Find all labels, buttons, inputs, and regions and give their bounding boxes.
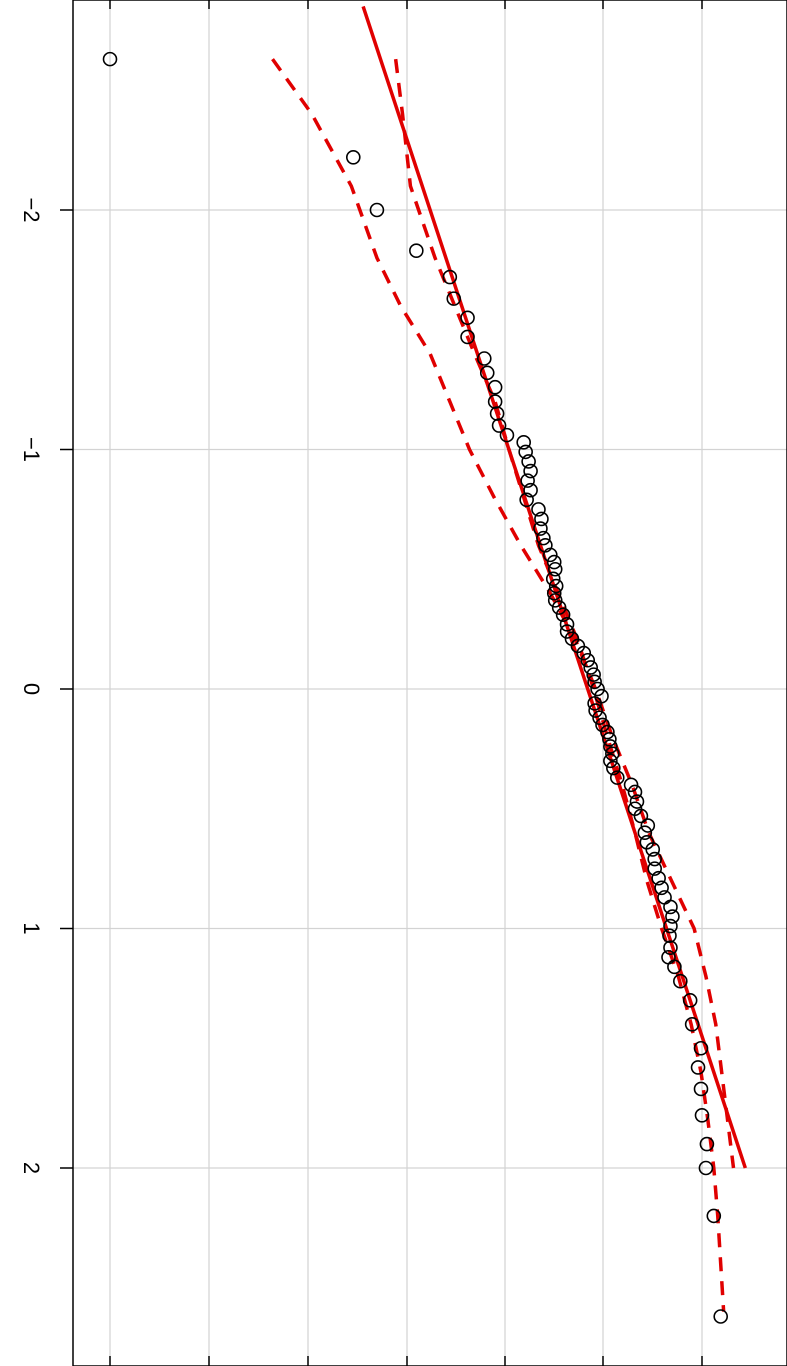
data-point bbox=[586, 667, 601, 682]
data-point bbox=[587, 696, 602, 711]
data-point bbox=[499, 427, 515, 443]
data-point bbox=[587, 674, 602, 690]
data-point bbox=[536, 530, 551, 546]
tick-label: −1 bbox=[19, 437, 44, 462]
data-point bbox=[693, 1040, 709, 1056]
data-point bbox=[576, 645, 592, 661]
data-point bbox=[531, 502, 546, 517]
data-point bbox=[548, 578, 564, 594]
data-point bbox=[588, 703, 603, 718]
data-point bbox=[516, 435, 532, 450]
data-point bbox=[654, 880, 669, 896]
data-point bbox=[623, 777, 639, 793]
data-point bbox=[547, 593, 563, 608]
data-point bbox=[698, 1160, 714, 1176]
data-point bbox=[663, 940, 678, 955]
data-point bbox=[479, 365, 495, 381]
data-point bbox=[460, 329, 475, 345]
data-point bbox=[663, 918, 678, 934]
data-point bbox=[640, 818, 656, 833]
data-point bbox=[647, 851, 663, 867]
data-point bbox=[521, 454, 536, 469]
data-point bbox=[603, 739, 618, 754]
data-point bbox=[693, 1081, 709, 1097]
data-point bbox=[545, 571, 561, 587]
data-point bbox=[555, 607, 571, 623]
tick-label: 2 bbox=[19, 1162, 44, 1174]
data-point bbox=[706, 1208, 722, 1224]
data-point bbox=[651, 870, 666, 886]
data-point bbox=[684, 1017, 700, 1032]
data-point bbox=[637, 825, 653, 841]
data-point bbox=[523, 482, 538, 498]
data-point bbox=[546, 585, 562, 601]
data-point bbox=[520, 473, 535, 488]
data-point bbox=[491, 418, 507, 433]
data-point bbox=[682, 993, 698, 1008]
data-point bbox=[713, 1309, 729, 1324]
tick-label: 0 bbox=[19, 683, 44, 695]
tick-label: −2 bbox=[19, 197, 44, 222]
grid-lines bbox=[73, 0, 787, 1366]
data-point bbox=[633, 808, 649, 824]
data-point bbox=[559, 617, 575, 632]
data-point bbox=[519, 492, 534, 508]
data-point bbox=[446, 291, 462, 306]
data-point bbox=[667, 959, 682, 975]
data-point bbox=[606, 760, 621, 776]
data-point bbox=[534, 511, 549, 527]
data-point bbox=[559, 624, 575, 639]
data-point bbox=[590, 681, 605, 697]
tick-label: 1 bbox=[19, 922, 44, 934]
data-point bbox=[600, 724, 615, 740]
axis-ticks: −2 −1 0 1 2 bbox=[19, 0, 703, 1366]
data-point bbox=[460, 310, 475, 326]
data-point bbox=[645, 842, 661, 857]
data-point bbox=[551, 600, 567, 615]
data-point bbox=[609, 770, 625, 785]
data-point bbox=[662, 928, 677, 943]
data-point bbox=[595, 717, 610, 733]
confidence-envelope bbox=[271, 58, 736, 1312]
data-points bbox=[102, 51, 729, 1324]
data-point bbox=[345, 150, 361, 165]
data-point bbox=[533, 521, 548, 536]
data-point bbox=[442, 269, 458, 285]
data-point bbox=[583, 660, 598, 675]
plot-frame bbox=[72, 0, 787, 1366]
data-point bbox=[518, 444, 533, 460]
data-point bbox=[647, 861, 663, 876]
data-point bbox=[546, 554, 562, 570]
data-point bbox=[592, 710, 607, 726]
data-point bbox=[547, 561, 563, 577]
data-point bbox=[699, 1136, 715, 1152]
data-point bbox=[409, 243, 424, 259]
data-point bbox=[694, 1108, 710, 1123]
data-point bbox=[487, 379, 503, 395]
data-point bbox=[476, 351, 492, 366]
data-point bbox=[542, 547, 558, 563]
envelope-upper bbox=[393, 58, 726, 1312]
data-point bbox=[627, 784, 643, 800]
data-point bbox=[369, 202, 385, 218]
data-point bbox=[580, 652, 596, 668]
data-point bbox=[665, 909, 680, 924]
data-point bbox=[673, 973, 688, 989]
data-point bbox=[663, 899, 678, 915]
data-point bbox=[690, 1060, 706, 1075]
data-point bbox=[603, 753, 618, 769]
data-point bbox=[102, 51, 118, 67]
data-point bbox=[629, 794, 645, 809]
envelope-lower bbox=[271, 58, 736, 1169]
data-point bbox=[523, 463, 538, 479]
data-point bbox=[602, 731, 617, 747]
data-point bbox=[605, 746, 620, 761]
